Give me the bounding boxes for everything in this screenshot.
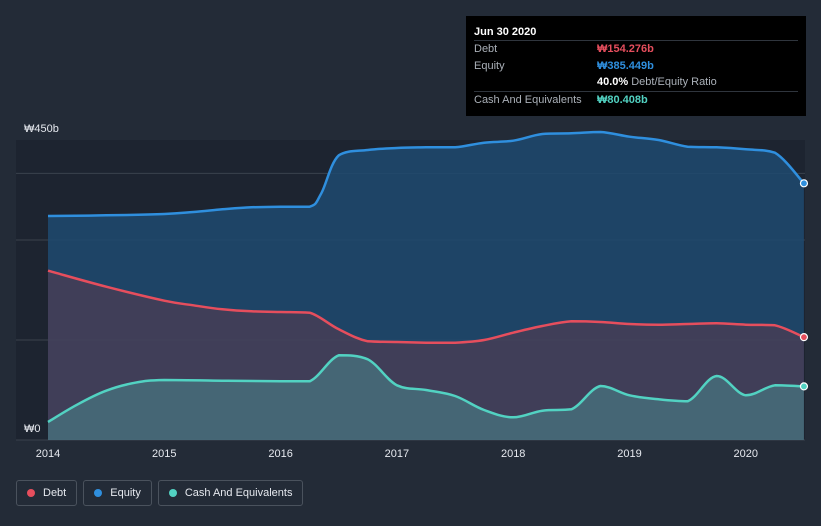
x-tick-label-2019: 2019 — [617, 448, 641, 460]
legend-debt-label: Debt — [43, 487, 67, 499]
y-tick-label-top: ₩450b — [24, 123, 59, 135]
x-tick-label-2014: 2014 — [36, 448, 60, 460]
legend-cash-dot-icon — [168, 489, 177, 497]
x-tick-label-2020: 2020 — [734, 448, 758, 460]
legend-equity-label: Equity — [110, 487, 141, 499]
legend-equity-dot-icon — [94, 489, 103, 497]
tooltip-ratio-label: Debt/Equity Ratio — [631, 76, 717, 88]
tooltip-row-ratio: 40.0% Debt/Equity Ratio — [474, 74, 798, 91]
legend-item-equity[interactable]: Equity — [83, 480, 152, 506]
legend-debt-dot-icon — [27, 489, 35, 497]
series-lines — [47, 130, 805, 424]
legend-cash-label: Cash And Equivalents — [184, 487, 293, 499]
chart-legend: Debt Equity Cash And Equivalents — [16, 480, 304, 506]
tooltip-debt-value: ₩154.276b — [597, 43, 654, 55]
marker-equity — [799, 179, 809, 188]
tooltip-equity-value: ₩385.449b — [597, 59, 654, 72]
area-cash-and-equivalents — [48, 355, 804, 440]
legend-item-debt[interactable]: Debt — [16, 480, 78, 506]
line-equity — [47, 130, 805, 218]
tooltip-row-cash: Cash And Equivalents ₩80.408b — [474, 90, 798, 109]
tooltip-row-debt: Debt ₩154.276b — [474, 40, 798, 58]
x-tick-label-2016: 2016 — [268, 448, 292, 460]
tooltip-equity-label: Equity — [474, 59, 505, 72]
tooltip-ratio-value: 40.0% — [597, 76, 629, 88]
axis-labels: ₩450b ₩0 2014 2015 2016 2017 2018 2019 2020 — [24, 123, 758, 460]
x-tick-labels: 2014 2015 2016 2017 2018 2019 2020 — [36, 448, 758, 460]
x-tick-label-2017: 2017 — [385, 448, 409, 460]
tooltip-panel: Jun 30 2020 Debt ₩154.276b Equity ₩385.4… — [466, 16, 806, 116]
y-tick-label-bottom: ₩0 — [24, 423, 41, 435]
tooltip-debt-label: Debt — [474, 43, 498, 55]
series-areas — [48, 132, 804, 440]
tooltip-date: Jun 30 2020 — [474, 26, 537, 38]
tooltip-ratio-spacer — [474, 74, 597, 91]
marker-cash-and-equivalents — [799, 382, 809, 391]
x-tick-label-2018: 2018 — [501, 448, 525, 460]
series-end-markers — [799, 179, 809, 391]
line-cash-and-equivalents — [47, 354, 804, 424]
legend-item-cash[interactable]: Cash And Equivalents — [157, 480, 304, 506]
tooltip-cash-value: ₩80.408b — [597, 93, 648, 106]
marker-debt — [799, 333, 809, 342]
tooltip-row-equity: Equity ₩385.449b — [474, 58, 798, 75]
x-tick-label-2015: 2015 — [152, 448, 176, 460]
area-debt — [48, 270, 804, 440]
line-debt — [47, 269, 805, 344]
tooltip-cash-label: Cash And Equivalents — [474, 93, 582, 106]
